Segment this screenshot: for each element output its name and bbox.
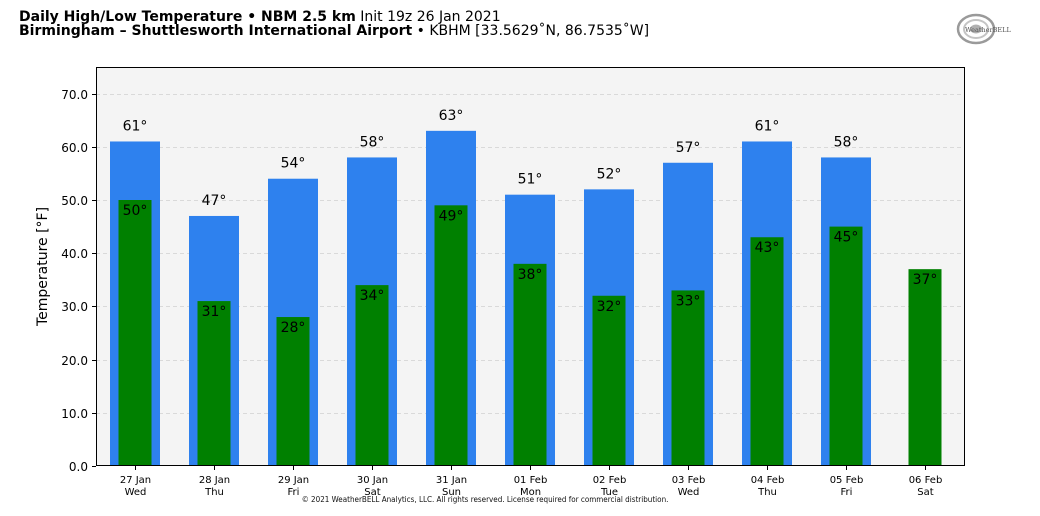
location-detail: • KBHM [33.5629˚N, 86.7535˚W] [416,23,650,39]
x-tick-date-label: 28 Jan [199,475,230,486]
x-tick-day-label: Sun [442,487,461,498]
x-tick-date-label: 27 Jan [120,475,151,486]
low-temp-bar [197,301,231,466]
low-temp-label: 32° [597,299,622,315]
low-temp-bar [592,295,626,466]
x-tick-day-label: Fri [288,487,300,498]
init-time: Init 19z 26 Jan 2021 [360,9,501,25]
x-tick-date-label: 06 Feb [909,475,943,486]
x-tick-day-label: Sat [364,487,380,498]
low-temp-bar [118,200,152,466]
low-temp-bar [908,269,942,466]
logo-text: WeatherBELL [965,26,1011,34]
x-tick-date-label: 05 Feb [830,475,864,486]
x-tick-date-label: 02 Feb [593,475,627,486]
x-tick-day-label: Wed [678,487,700,498]
plot-frame [96,67,965,466]
x-tick-day-label: Thu [204,487,224,498]
location-line: Birmingham – Shuttlesworth International… [19,23,649,39]
low-temp-bar [434,205,468,466]
bars [110,130,942,467]
y-tick-label: 70.0 [61,88,88,102]
low-temp-label: 43° [755,240,780,256]
x-tick-date-label: 03 Feb [672,475,706,486]
high-temp-label: 58° [834,134,859,150]
x-tick-day-label: Tue [600,487,618,498]
low-temp-bar [750,237,784,466]
x-tick-date-label: 30 Jan [357,475,388,486]
x-tick-day-label: Fri [841,487,853,498]
x-tick-date-label: 31 Jan [436,475,467,486]
high-temp-label: 54° [281,156,306,172]
high-temp-label: 58° [360,134,385,150]
low-temp-bar [513,263,547,466]
y-tick-label: 60.0 [61,141,88,155]
low-temp-bar [276,317,310,466]
high-temp-label: 63° [439,108,464,124]
chart-title: Daily High/Low Temperature • NBM 2.5 km … [19,9,501,25]
x-tick-day-label: Sat [917,487,933,498]
low-temp-label: 38° [518,267,543,283]
high-temp-label: 51° [518,172,543,188]
y-tick-label: 10.0 [61,407,88,421]
y-tick-label: 20.0 [61,354,88,368]
low-temp-bar [829,226,863,466]
high-temp-label: 61° [123,118,148,134]
high-temp-label: 52° [597,166,622,182]
y-tick-label: 0.0 [69,460,88,474]
x-tick-day-label: Mon [520,487,541,498]
data-labels: 61° 50° 47° 31° 54° 28° 58° 34° 63° 49° 51° 38° 52° 3… [123,108,938,336]
y-tick-label: 50.0 [61,194,88,208]
high-temp-label: 47° [202,193,227,209]
weatherbell-swirl-logo-icon [956,13,996,45]
low-temp-label: 28° [281,320,306,336]
low-temp-label: 45° [834,230,859,246]
x-tick-date-label: 04 Feb [751,475,785,486]
y-axis: 0.0 10.0 20.0 30.0 40.0 50.0 60.0 70.0 [61,88,96,474]
x-tick-day-label: Thu [757,487,777,498]
copyright-notice: © 2021 WeatherBELL Analytics, LLC. All r… [301,495,669,504]
low-temp-bar [355,285,389,466]
y-axis-label: Temperature [°F] [35,207,51,327]
low-temp-label: 31° [202,304,227,320]
high-temp-label: 61° [755,118,780,134]
chart-title-bold: Daily High/Low Temperature • NBM 2.5 km [19,9,356,25]
weatherbell-logo: WeatherBELL [956,13,1011,45]
y-tick-label: 30.0 [61,300,88,314]
low-temp-label: 34° [360,288,385,304]
location-name: Birmingham – Shuttlesworth International… [19,23,413,39]
x-tick-day-label: Wed [125,487,147,498]
low-temp-label: 37° [913,272,938,288]
low-temp-bar [671,290,705,466]
x-tick-date-label: 29 Jan [278,475,309,486]
low-temp-label: 49° [439,208,464,224]
low-temp-label: 50° [123,203,148,219]
high-temp-label: 57° [676,140,701,156]
low-temp-label: 33° [676,293,701,309]
x-tick-date-label: 01 Feb [514,475,548,486]
y-tick-label: 40.0 [61,247,88,261]
